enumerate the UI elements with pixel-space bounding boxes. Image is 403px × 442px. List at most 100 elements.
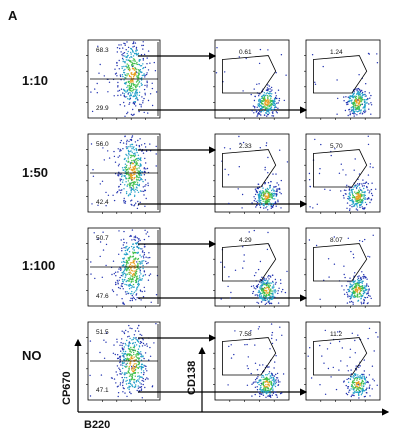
event-dot (142, 57, 144, 60)
event-dot (102, 147, 104, 149)
event-dot (354, 185, 356, 187)
event-dot (263, 298, 266, 300)
event-dot (371, 388, 373, 390)
event-dot (256, 294, 258, 296)
event-dot (142, 377, 144, 380)
event-dot (121, 181, 124, 183)
event-dot (138, 279, 140, 281)
event-dot (237, 188, 239, 190)
event-dot (122, 264, 125, 266)
event-dot (146, 57, 148, 59)
event-dot (128, 153, 130, 155)
y-axis-label: CP670 (61, 371, 73, 405)
event-dot (270, 195, 273, 197)
event-dot (116, 191, 119, 193)
event-dot (141, 397, 143, 399)
event-dot (140, 376, 142, 378)
event-dot (114, 68, 116, 70)
event-dot (130, 47, 132, 50)
event-dot (356, 388, 358, 391)
event-dot (368, 327, 371, 330)
event-dot (343, 100, 345, 102)
event-dot (272, 104, 274, 107)
event-dot (137, 379, 139, 381)
event-dot (137, 204, 140, 206)
event-dot (137, 348, 140, 350)
event-dot (257, 187, 259, 190)
event-dot (133, 149, 135, 151)
event-dot (140, 341, 143, 344)
event-dot (270, 290, 272, 292)
event-dot (347, 96, 349, 98)
event-dot (259, 385, 262, 387)
event-dot (132, 368, 135, 370)
event-dot (138, 338, 140, 340)
event-dot (140, 174, 143, 176)
event-dot (134, 167, 137, 169)
event-dot (363, 275, 366, 278)
event-dot (342, 169, 344, 171)
event-dot (348, 108, 351, 111)
event-dot (136, 180, 138, 182)
dot-cloud (311, 52, 379, 117)
event-dot (258, 193, 260, 195)
event-dot (124, 365, 126, 368)
event-dot (358, 184, 360, 186)
event-dot (357, 296, 359, 298)
event-dot (275, 195, 277, 197)
event-dot (250, 372, 252, 375)
event-dot (342, 194, 345, 197)
event-dot (122, 301, 124, 304)
event-dot (366, 284, 368, 286)
event-dot (128, 175, 130, 177)
event-dot (269, 92, 271, 94)
event-dot (137, 53, 139, 55)
event-dot (254, 107, 256, 109)
event-dot (125, 380, 127, 382)
dot-cloud (220, 229, 288, 306)
event-dot (357, 183, 359, 185)
event-dot (121, 261, 123, 263)
event-dot (356, 293, 359, 295)
gate-value: 7.58 (239, 331, 252, 338)
event-dot (262, 203, 264, 205)
event-dot (120, 268, 122, 270)
event-dot (103, 75, 106, 77)
event-dot (146, 262, 148, 265)
gate-value: 47.1 (96, 387, 109, 394)
event-dot (132, 280, 134, 283)
plot-frame (214, 321, 290, 401)
event-dot (242, 141, 245, 144)
event-dot (126, 52, 128, 55)
event-dot (368, 288, 370, 290)
event-dot (239, 142, 241, 145)
event-dot (360, 109, 362, 111)
event-dot (124, 358, 127, 360)
event-dot (370, 198, 373, 200)
event-dot (107, 150, 109, 152)
event-dot (126, 154, 128, 157)
event-dot (275, 281, 277, 284)
event-dot (274, 292, 276, 294)
event-dot (365, 83, 367, 85)
event-dot (133, 267, 135, 269)
event-dot (263, 114, 266, 116)
event-dot (271, 93, 273, 95)
event-dot (271, 196, 273, 199)
event-dot (349, 295, 351, 297)
event-dot (251, 383, 253, 385)
event-dot (270, 86, 273, 89)
event-dot (268, 274, 270, 277)
event-dot (123, 352, 125, 355)
event-dot (272, 109, 274, 111)
event-dot (276, 189, 278, 192)
event-dot (363, 195, 365, 197)
event-dot (268, 101, 270, 104)
event-dot (259, 147, 261, 149)
event-dot (130, 79, 132, 82)
event-dot (329, 342, 332, 344)
event-dot (135, 178, 138, 180)
event-dot (273, 189, 275, 192)
event-dot (118, 367, 120, 369)
event-dot (132, 108, 134, 111)
